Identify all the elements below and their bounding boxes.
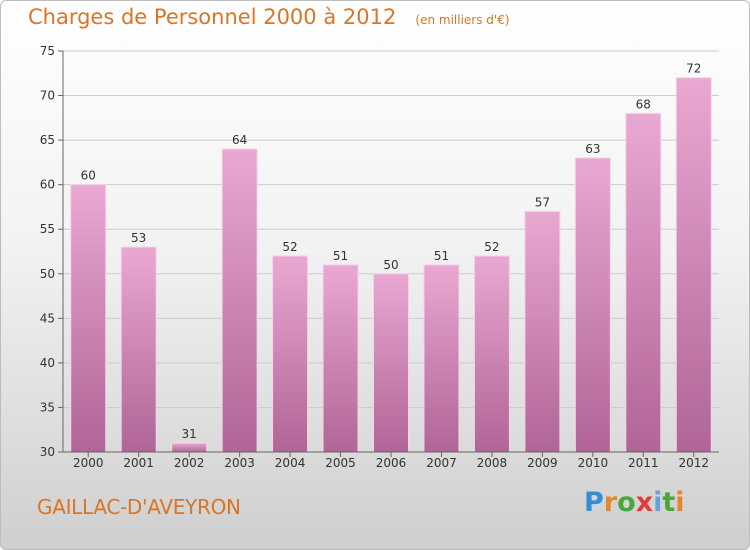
x-tick-label: 2003 <box>224 456 255 470</box>
x-tick-label: 2002 <box>174 456 205 470</box>
bar-value-label: 64 <box>232 133 247 147</box>
logo-letter: P <box>584 487 604 518</box>
bar-value-label: 52 <box>484 240 499 254</box>
y-tick-label: 40 <box>40 356 55 370</box>
x-tick-label: 2007 <box>426 456 457 470</box>
bar <box>625 112 662 453</box>
bar-value-label: 50 <box>383 258 398 272</box>
bar-value-label: 31 <box>182 427 197 441</box>
bar <box>524 210 561 453</box>
bar-value-label: 52 <box>282 240 297 254</box>
bar-value-label: 51 <box>333 249 348 263</box>
label-layer: 60 53 31 64 52 51 50 51 52 57 63 68 72 <box>81 62 702 441</box>
bar <box>322 264 359 453</box>
bar <box>70 184 107 453</box>
y-tick-label: 75 <box>40 44 55 58</box>
bar-value-label: 51 <box>434 249 449 263</box>
x-tick-label: 2010 <box>578 456 609 470</box>
bar <box>171 442 208 453</box>
bar-value-label: 53 <box>131 231 146 245</box>
bar <box>473 255 510 453</box>
y-tick-label: 45 <box>40 311 55 325</box>
logo-letter: t <box>662 487 676 518</box>
proxiti-logo: Proxiti <box>584 489 685 516</box>
x-tick-label: 2008 <box>477 456 508 470</box>
bar <box>423 264 460 453</box>
x-tick-label: 2012 <box>678 456 709 470</box>
bar-value-label: 72 <box>686 62 701 76</box>
x-tick-label: 2011 <box>628 456 659 470</box>
logo-letter: o <box>617 487 636 518</box>
logo-letter: x <box>635 487 654 518</box>
bar <box>272 255 309 453</box>
x-tick-label: 2004 <box>275 456 306 470</box>
x-tick-label: 2000 <box>73 456 104 470</box>
bar <box>120 246 157 453</box>
x-tick-label: 2005 <box>325 456 356 470</box>
bar-value-label: 57 <box>535 195 550 209</box>
bar-value-label: 63 <box>585 142 600 156</box>
x-tick-label: 2001 <box>123 456 154 470</box>
logo-letter: i <box>675 487 685 518</box>
bar-value-label: 60 <box>81 169 96 183</box>
bar <box>574 157 611 453</box>
x-tick-label: 2006 <box>376 456 407 470</box>
y-tick-label: 65 <box>40 133 55 147</box>
chart-title: Charges de Personnel 2000 à 2012 <box>28 5 397 29</box>
logo-letter: r <box>603 487 618 518</box>
y-tick-label: 55 <box>40 222 55 236</box>
chart-subtitle: (en milliers d'€) <box>415 13 510 27</box>
bar <box>675 77 712 453</box>
y-tick-label: 30 <box>40 445 55 459</box>
y-tick-label: 50 <box>40 267 55 281</box>
axis-layer: 30 35 40 45 50 55 60 65 70 75 2000 2001 2002 2003 2004… <box>40 44 719 470</box>
y-tick-label: 70 <box>40 89 55 103</box>
y-tick-label: 35 <box>40 400 55 414</box>
bar <box>373 273 409 453</box>
x-tick-label: 2009 <box>527 456 558 470</box>
bar-value-label: 68 <box>636 97 651 111</box>
bar <box>221 148 258 453</box>
commune-name: GAILLAC-D'AVEYRON <box>37 495 241 519</box>
y-tick-label: 60 <box>40 178 55 192</box>
logo-letter: i <box>653 487 663 518</box>
bar-layer <box>70 77 712 453</box>
title-row: Charges de Personnel 2000 à 2012 (en mil… <box>28 5 510 29</box>
